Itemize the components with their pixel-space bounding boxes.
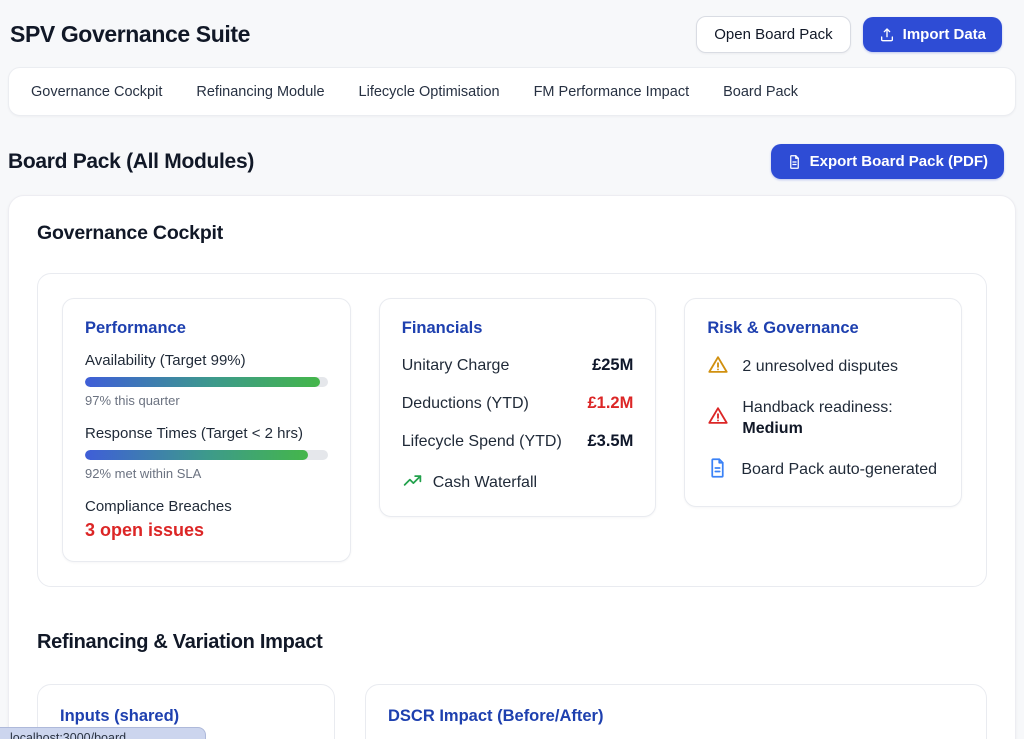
response-times-label: Response Times (Target < 2 hrs) bbox=[85, 425, 304, 442]
tab-governance-cockpit[interactable]: Governance Cockpit bbox=[31, 83, 163, 100]
financials-card: Financials Unitary Charge £25M Deduction… bbox=[378, 298, 657, 517]
cash-waterfall-link[interactable]: Cash Waterfall bbox=[402, 470, 634, 496]
handback-readiness-value: Medium bbox=[742, 419, 803, 437]
tab-lifecycle-optimisation[interactable]: Lifecycle Optimisation bbox=[358, 83, 500, 100]
deductions-value: £1.2M bbox=[587, 394, 634, 412]
open-board-pack-label: Open Board Pack bbox=[714, 26, 833, 43]
refinancing-row: Inputs (shared) DSCR Impact (Before/Afte… bbox=[37, 684, 987, 739]
compliance-breaches-value: 3 open issues bbox=[85, 520, 205, 540]
board-pack-header: Board Pack (All Modules) Export Board Pa… bbox=[8, 144, 1016, 179]
lifecycle-spend-value: £3.5M bbox=[587, 432, 634, 450]
handback-readiness-label: Handback readiness: bbox=[742, 399, 893, 416]
document-icon bbox=[787, 154, 802, 170]
performance-title: Performance bbox=[85, 319, 186, 337]
handback-readiness-text: Handback readiness: Medium bbox=[742, 398, 892, 440]
risk-governance-card: Risk & Governance 2 unresolved disputes bbox=[684, 298, 962, 507]
board-pack-generated-item: Board Pack auto-generated bbox=[707, 457, 939, 484]
compliance-breaches-label: Compliance Breaches bbox=[85, 498, 232, 515]
financials-title: Financials bbox=[401, 319, 483, 337]
trending-up-icon bbox=[402, 470, 423, 496]
document-blue-icon bbox=[707, 457, 728, 484]
tab-board-pack[interactable]: Board Pack bbox=[723, 83, 799, 100]
risk-governance-title: Risk & Governance bbox=[707, 319, 859, 337]
response-times-note: 92% met within SLA bbox=[85, 466, 202, 481]
upload-icon bbox=[879, 27, 895, 43]
performance-card: Performance Availability (Target 99%) 97… bbox=[62, 298, 351, 562]
cash-waterfall-label: Cash Waterfall bbox=[432, 474, 538, 491]
deductions-label: Deductions (YTD) bbox=[401, 394, 529, 412]
import-data-button[interactable]: Import Data bbox=[862, 17, 1002, 52]
response-times-progress-fill bbox=[85, 450, 309, 460]
handback-readiness-item: Handback readiness: Medium bbox=[707, 398, 939, 440]
open-board-pack-button[interactable]: Open Board Pack bbox=[696, 16, 851, 53]
governance-cockpit-title: Governance Cockpit bbox=[37, 222, 224, 244]
app-title: SPV Governance Suite bbox=[10, 21, 250, 47]
response-times-progress-bar bbox=[85, 450, 328, 460]
export-board-pack-button[interactable]: Export Board Pack (PDF) bbox=[770, 144, 1004, 179]
governance-cockpit-panel: Performance Availability (Target 99%) 97… bbox=[37, 273, 987, 587]
app-header: SPV Governance Suite Open Board Pack Imp… bbox=[8, 12, 1016, 67]
page-title: Board Pack (All Modules) bbox=[8, 149, 255, 173]
unresolved-disputes-item: 2 unresolved disputes bbox=[707, 354, 939, 381]
deductions-row: Deductions (YTD) £1.2M bbox=[402, 394, 634, 413]
dscr-impact-title: DSCR Impact (Before/After) bbox=[388, 707, 604, 725]
cockpit-grid: Performance Availability (Target 99%) 97… bbox=[62, 298, 962, 562]
unitary-charge-row: Unitary Charge £25M bbox=[402, 356, 634, 375]
export-board-pack-label: Export Board Pack (PDF) bbox=[809, 153, 988, 170]
tab-fm-performance-impact[interactable]: FM Performance Impact bbox=[533, 83, 690, 100]
board-pack-card: Governance Cockpit Performance Availabil… bbox=[8, 195, 1016, 739]
lifecycle-spend-row: Lifecycle Spend (YTD) £3.5M bbox=[402, 432, 634, 451]
tab-refinancing-module[interactable]: Refinancing Module bbox=[196, 83, 325, 100]
warning-triangle-amber-icon bbox=[707, 354, 729, 381]
import-data-label: Import Data bbox=[902, 26, 986, 43]
availability-progress-fill bbox=[85, 377, 321, 387]
availability-note: 97% this quarter bbox=[85, 393, 180, 408]
availability-label: Availability (Target 99%) bbox=[85, 352, 246, 369]
module-nav: Governance Cockpit Refinancing Module Li… bbox=[8, 67, 1016, 116]
inputs-shared-title: Inputs (shared) bbox=[60, 707, 180, 725]
header-actions: Open Board Pack Import Data bbox=[696, 16, 1014, 53]
refinancing-section-title: Refinancing & Variation Impact bbox=[37, 631, 323, 653]
availability-progress-bar bbox=[85, 377, 328, 387]
dscr-impact-panel: DSCR Impact (Before/After) 2 bbox=[365, 684, 987, 739]
status-url-tooltip: localhost:3000/board bbox=[0, 727, 206, 739]
lifecycle-spend-label: Lifecycle Spend (YTD) bbox=[401, 432, 562, 450]
board-pack-generated-text: Board Pack auto-generated bbox=[741, 460, 938, 478]
warning-triangle-red-icon bbox=[707, 405, 729, 432]
unresolved-disputes-text: 2 unresolved disputes bbox=[742, 358, 899, 376]
unitary-charge-label: Unitary Charge bbox=[401, 356, 510, 374]
unitary-charge-value: £25M bbox=[592, 356, 634, 374]
